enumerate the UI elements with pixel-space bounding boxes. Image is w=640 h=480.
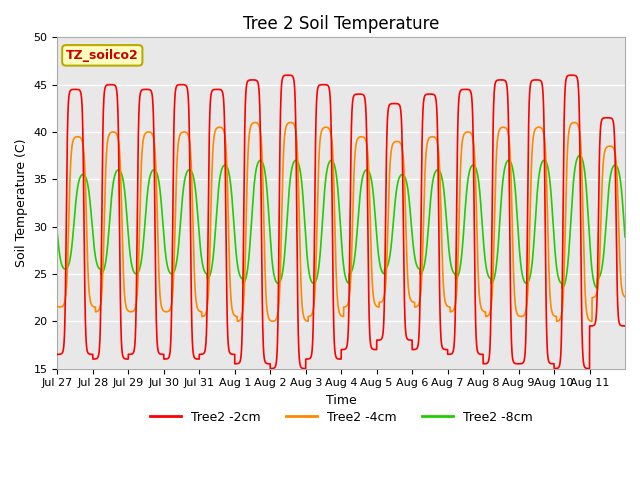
Text: TZ_soilco2: TZ_soilco2 [66, 49, 139, 62]
X-axis label: Time: Time [326, 394, 356, 407]
Y-axis label: Soil Temperature (C): Soil Temperature (C) [15, 139, 28, 267]
Title: Tree 2 Soil Temperature: Tree 2 Soil Temperature [243, 15, 440, 33]
Legend: Tree2 -2cm, Tree2 -4cm, Tree2 -8cm: Tree2 -2cm, Tree2 -4cm, Tree2 -8cm [145, 406, 538, 429]
